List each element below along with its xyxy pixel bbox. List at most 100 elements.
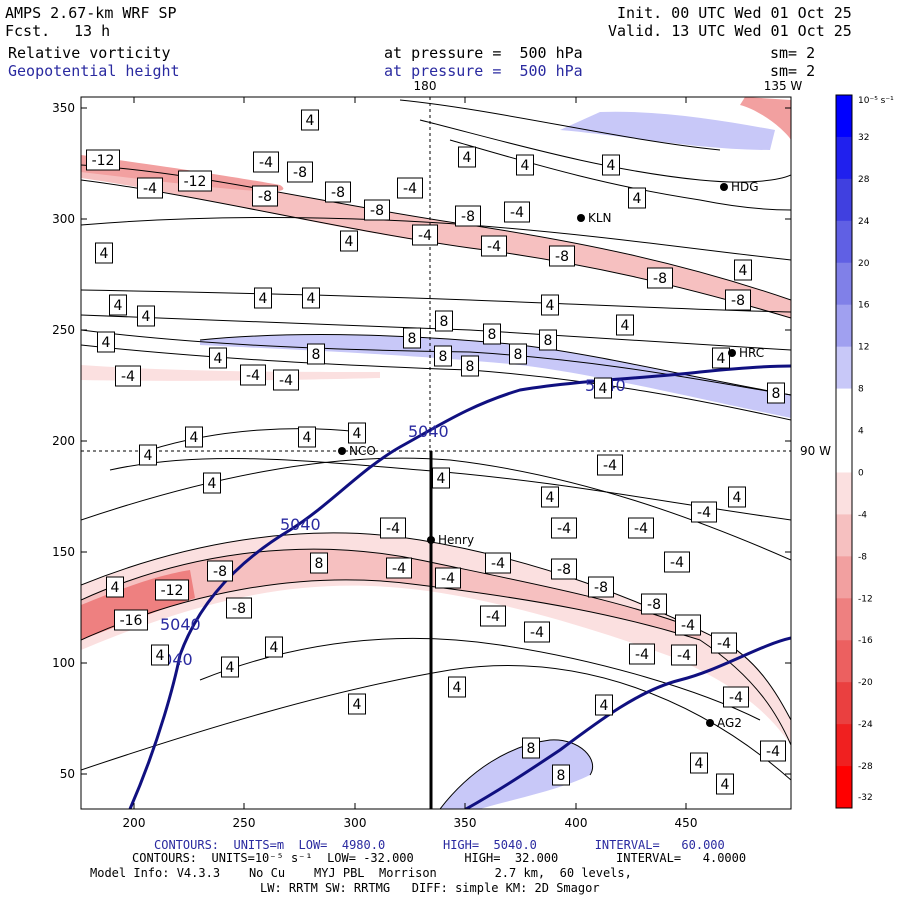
vorticity-label-text: -12	[92, 153, 115, 169]
vorticity-label-box	[767, 382, 785, 404]
vorticity-label: 4	[151, 644, 169, 666]
x-tick-label: 250	[233, 816, 256, 830]
colorbar-swatch	[836, 724, 852, 767]
vorticity-label-text: -8	[370, 203, 384, 219]
colorbar-swatch	[836, 682, 852, 725]
init-time: Init. 00 UTC Wed 01 Oct 25	[617, 4, 852, 22]
vorticity-label-box	[588, 576, 614, 598]
vorticity-label-text: 4	[739, 263, 748, 279]
model-title: AMPS 2.67-km WRF SP	[5, 4, 177, 22]
vorticity-label-text: 8	[544, 333, 553, 349]
vorticity-label-box	[310, 552, 328, 574]
vorticity-label: 4	[137, 305, 155, 327]
vorticity-label: -4	[551, 517, 577, 539]
vorticity-label-box	[254, 287, 272, 309]
vorticity-label-box	[412, 224, 438, 246]
colorbar-swatch	[836, 430, 852, 473]
vorticity-band-pos-lower	[440, 739, 593, 809]
vorticity-label-box	[734, 259, 752, 281]
vorticity-label: -8	[725, 289, 751, 311]
vorticity-label: -8	[551, 558, 577, 580]
vorticity-label: -4	[597, 454, 623, 476]
vorticity-band-pos-mid	[200, 334, 791, 418]
vorticity-label-text: 4	[353, 697, 362, 713]
vorticity-label-text: -4	[697, 505, 711, 521]
vorticity-label-box	[483, 323, 501, 345]
vorticity-label-text: 4	[695, 756, 704, 772]
x-tick-label: 450	[675, 816, 698, 830]
vorticity-label-box	[86, 149, 120, 171]
vorticity-label: 4	[728, 486, 746, 508]
vorticity-label-text: 8	[312, 347, 321, 363]
vorticity-label-box	[435, 310, 453, 332]
vorticity-label-text: 4	[156, 648, 165, 664]
vorticity-label-text: 8	[488, 327, 497, 343]
x-tick-label: 400	[565, 816, 588, 830]
colorbar-label: -32	[858, 793, 873, 803]
vorticity-label-text: 8	[315, 556, 324, 572]
colorbar-label: 4	[858, 427, 864, 437]
vorticity-label-box	[325, 181, 351, 203]
colorbar: 32 28 24 20 16 12 8 4 0 -4 -8 -12 -16 -20 -24 -28 -32	[835, 94, 873, 809]
vorticity-label-text: 4	[599, 381, 608, 397]
colorbar-label: 8	[858, 385, 864, 395]
vorticity-label-text: 8	[527, 741, 536, 757]
vorticity-label: -12	[86, 149, 120, 171]
colorbar-label: -20	[858, 678, 873, 688]
vorticity-label-text: -4	[386, 521, 400, 537]
vorticity-label: 8	[461, 355, 479, 377]
vorticity-label: -4	[671, 644, 697, 666]
vorticity-label: 4	[458, 146, 476, 168]
station-marker	[577, 214, 585, 222]
x-tick-label: 350	[454, 816, 477, 830]
vorticity-label: -4	[691, 501, 717, 523]
vorticity-label-box	[524, 621, 550, 643]
vorticity-label: -8	[647, 267, 673, 289]
vorticity-label: -4	[137, 177, 163, 199]
vorticity-label-box	[207, 560, 233, 582]
vorticity-label-box	[541, 486, 559, 508]
vorticity-label-text: 4	[600, 698, 609, 714]
vorticity-label-box	[287, 161, 313, 183]
vorticity-label: 8	[434, 345, 452, 367]
vorticity-label-box	[221, 656, 239, 678]
vorticity-label: 4	[301, 109, 319, 131]
footer-vorticity-contours: CONTOURS: UNITS=10⁻⁵ s⁻¹ LOW= -32.000 HI…	[132, 851, 747, 865]
station-hrc: HRC	[728, 346, 764, 360]
vorticity-label: 4	[541, 486, 559, 508]
vorticity-label-text: 4	[114, 298, 123, 314]
vorticity-label: 4	[95, 242, 113, 264]
vorticity-label: -8	[641, 593, 667, 615]
vorticity-label: -8	[226, 597, 252, 619]
station-nco: NCO	[338, 444, 376, 458]
vorticity-label-text: -4	[279, 373, 293, 389]
x-axis: 200 250 300 350 400 450	[123, 97, 698, 830]
vorticity-label: -4	[397, 177, 423, 199]
vorticity-label: 4	[221, 656, 239, 678]
vorticity-label: 8	[539, 329, 557, 351]
vorticity-label-box	[691, 501, 717, 523]
vorticity-label: -12	[178, 170, 212, 192]
vorticity-label-box	[253, 151, 279, 173]
vorticity-label-text: -4	[766, 744, 780, 760]
vorticity-label-box	[522, 737, 540, 759]
vorticity-label-text: 4	[270, 640, 279, 656]
vorticity-label-text: -8	[331, 185, 345, 201]
vorticity-label-box	[265, 636, 283, 658]
forecast-label: Fcst.	[5, 22, 51, 40]
vorticity-label: -16	[114, 609, 148, 631]
vorticity-label: -8	[207, 560, 233, 582]
colorbar-label: 28	[858, 175, 870, 185]
vorticity-label-text: 4	[111, 580, 120, 596]
vorticity-label: -4	[723, 686, 749, 708]
vorticity-label-text: -4	[259, 155, 273, 171]
lon-label-135w: 135 W	[764, 79, 803, 93]
vorticity-label: 4	[616, 314, 634, 336]
station-label: Henry	[438, 533, 474, 547]
vorticity-label-text: -8	[557, 562, 571, 578]
vorticity-label: -4	[628, 517, 654, 539]
colorbar-label: -16	[858, 636, 873, 646]
y-tick-label: 350	[52, 101, 75, 115]
colorbar-swatch	[836, 346, 852, 390]
y-tick-label: 250	[52, 323, 75, 337]
